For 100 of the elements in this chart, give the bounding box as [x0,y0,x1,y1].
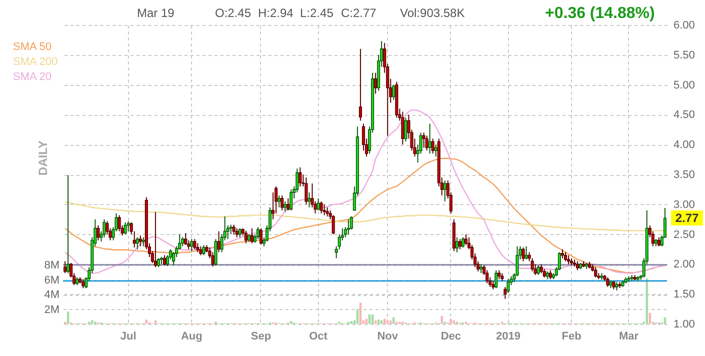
candlestick [486,270,489,284]
x-tick-label: Feb [562,330,582,342]
candlestick [322,204,326,216]
candlestick [130,222,133,235]
candlestick [530,258,534,272]
candlestick [256,226,260,240]
x-tick-label: Oct [309,330,328,342]
candlestick [522,246,525,262]
candlestick [126,220,130,232]
text: C:2.77 [341,6,377,20]
candlestick [404,117,408,142]
text: +0.36 (14.88%) [545,5,655,22]
text: SMA 50 [13,41,52,53]
candlestick [401,111,404,146]
y-tick-label: 4.00 [674,139,695,152]
candlestick [244,230,248,244]
candlestick [124,222,127,235]
candlestick [138,234,142,247]
candlestick [66,174,70,274]
candlestick [280,194,284,211]
candlestick [428,123,432,154]
candlestick [211,252,214,268]
y2-tick-label: 8M [44,260,60,272]
candlestick [286,198,290,211]
candlestick [214,238,218,266]
candlestick [422,132,426,148]
candlestick [136,236,139,250]
bar [440,316,444,324]
text: H:2.94 [258,6,294,20]
x-tick-label: Jul [120,330,136,342]
candlestick [458,238,462,250]
candlestick [606,276,610,288]
candlestick [298,166,302,187]
bar [290,321,292,324]
candlestick [316,198,320,211]
candlestick [425,135,428,152]
bar [389,320,392,324]
text: DAILY [36,140,50,176]
candlestick [536,264,540,276]
candlestick [594,266,598,278]
candlestick [350,216,353,230]
x-tick-label: Aug [180,330,202,342]
candlestick [461,236,465,248]
candlestick [154,212,158,268]
candlestick [259,228,263,245]
x-tick-label: Mar [619,330,640,342]
candlestick [434,144,438,158]
candlestick [132,230,136,248]
candlestick [320,200,323,214]
candlestick [346,218,350,235]
bar [646,278,648,324]
candlestick [278,194,281,208]
y2-tick-label: 4M [44,289,60,302]
candlestick [332,214,335,235]
y2-tick-label: 6M [44,274,60,286]
y-tick-label: 6.00 [674,20,695,32]
candlestick [229,224,232,235]
text: SMA 200 [13,56,58,68]
text: 2.77 [675,211,699,225]
bar [145,320,148,324]
candlestick [524,246,528,260]
bar [91,320,94,324]
candlestick [64,260,67,274]
y-tick-label: 4.50 [674,109,695,122]
text: O:2.45 [215,6,252,20]
candlestick [358,48,362,122]
y-tick-label: 5.00 [674,79,695,92]
y-tick-label: 1.00 [674,318,695,330]
y-tick-label: 5.50 [674,49,695,62]
candlestick [162,254,166,266]
text: L:2.45 [300,6,334,20]
candlestick [494,270,498,289]
y2-tick-label: 2M [44,304,60,316]
bar [392,317,395,324]
candlestick [96,224,100,241]
candlestick [506,278,510,294]
candlestick [190,238,194,252]
y-tick-label: 3.50 [674,169,695,181]
text: SMA 20 [13,71,52,83]
y-tick-label: 3.00 [674,198,695,211]
candlestick [193,238,196,250]
candlestick [504,286,507,300]
candlestick [184,232,188,246]
x-tick-label: Nov [377,330,399,342]
candlestick [455,236,458,253]
candlestick [284,200,287,212]
candlestick [431,138,434,154]
candlestick [464,234,468,246]
candlestick [217,230,220,253]
candlestick [102,218,106,238]
text: Vol:903.58K [400,6,465,20]
candlestick [304,176,308,205]
y-tick-label: 2.00 [674,258,695,271]
candlestick [392,84,396,100]
candlestick [290,188,293,211]
candlestick [232,224,236,235]
candlestick [118,214,121,232]
y-tick-label: 1.50 [674,288,695,301]
candlestick [443,180,446,202]
y-tick-label: 2.50 [674,228,695,241]
